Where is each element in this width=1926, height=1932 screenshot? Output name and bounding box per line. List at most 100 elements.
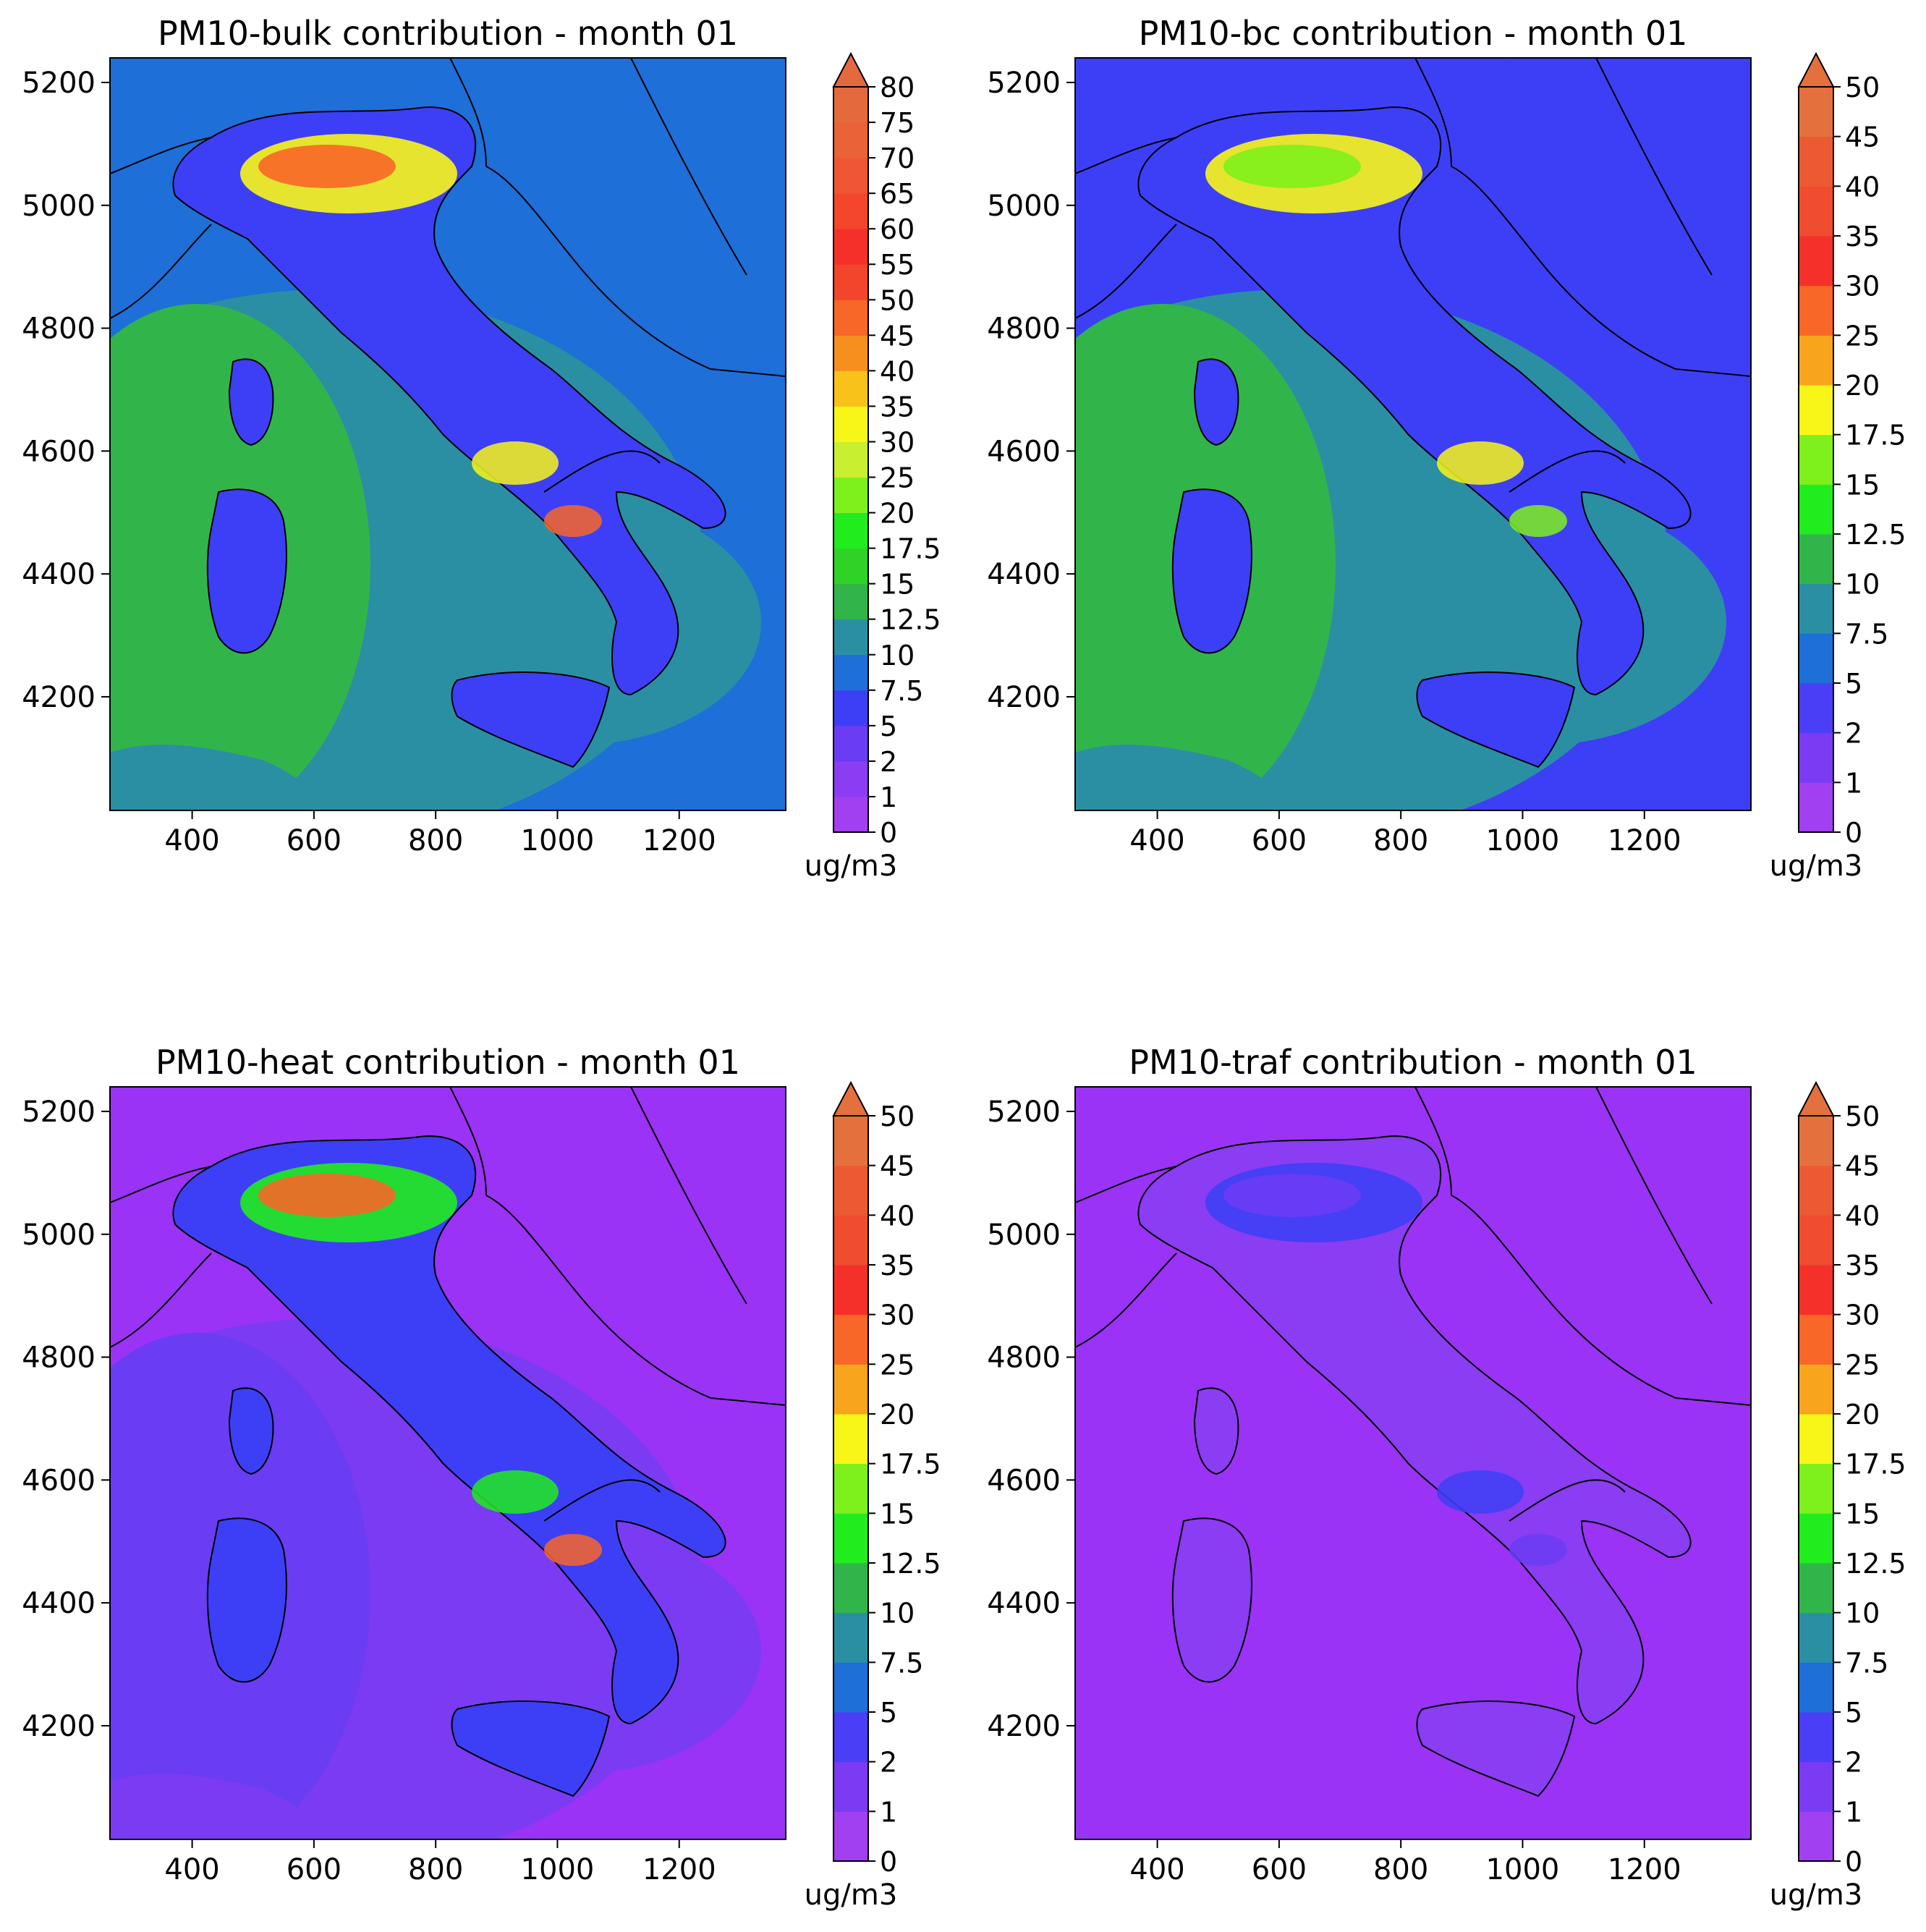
colorbar-swatch (833, 441, 868, 478)
colorbar-swatch (833, 1513, 868, 1564)
colorbar-level-label: 45 (1845, 122, 1880, 153)
colorbar-swatch (833, 122, 868, 158)
x-tick-label: 600 (1252, 824, 1307, 857)
y-tick-label: 4600 (22, 1464, 96, 1497)
colorbar-level-label: 30 (1845, 271, 1880, 302)
colorbar-swatch (833, 1612, 868, 1663)
colorbar-level-label: 7.5 (880, 675, 923, 707)
x-tick-label: 400 (1129, 824, 1184, 857)
panel-title: PM10-bc contribution - month 01 (1139, 14, 1688, 53)
colorbar-level-label: 1 (1845, 767, 1862, 799)
colorbar-swatch (1799, 186, 1833, 237)
x-tick-label: 1000 (521, 1853, 595, 1886)
colorbar-swatch (1799, 1563, 1833, 1614)
colorbar-level-label: 0 (880, 817, 897, 849)
colorbar-level-label: 50 (880, 1101, 915, 1132)
y-tick-label: 4800 (22, 1342, 96, 1375)
colorbar-unit: ug/m3 (805, 850, 898, 883)
x-tick-label: 400 (164, 824, 219, 857)
colorbar-level-label: 35 (1845, 1250, 1880, 1281)
colorbar-swatch (1799, 1612, 1833, 1663)
colorbar-swatch (1799, 1165, 1833, 1216)
colorbar-level-label: 40 (880, 355, 915, 387)
colorbar-level-label: 60 (880, 213, 915, 245)
concentration-field (110, 1087, 786, 1839)
colorbar-swatch (833, 158, 868, 194)
colorbar-swatch (1799, 236, 1833, 287)
colorbar-swatch (1799, 136, 1833, 187)
colorbar-level-label: 2 (1845, 1747, 1862, 1779)
x-tick-label: 1200 (1608, 824, 1681, 857)
colorbar-swatch (1799, 633, 1833, 684)
x-tick-label: 1000 (521, 824, 595, 857)
colorbar-swatch (833, 1165, 868, 1216)
colorbar-extend-arrow (832, 51, 870, 88)
y-tick-label: 4600 (22, 435, 96, 468)
map-frame (109, 1086, 786, 1840)
y-tick-label: 5200 (22, 1096, 96, 1129)
colorbar-extend-arrow (832, 1080, 870, 1117)
colorbar-level-label: 5 (880, 1697, 897, 1729)
colorbar-level-label: 15 (880, 569, 915, 601)
colorbar-level-label: 1 (880, 781, 897, 813)
colorbar-level-label: 45 (1845, 1151, 1880, 1182)
concentration-field (1075, 1087, 1751, 1839)
colorbar-level-label: 75 (880, 107, 915, 139)
colorbar-swatch (1799, 1364, 1833, 1415)
x-tick-label: 400 (1129, 1853, 1184, 1886)
panel-title: PM10-heat contribution - month 01 (156, 1043, 740, 1082)
x-tick-label: 1000 (1486, 1853, 1560, 1886)
y-tick-label: 4800 (987, 1342, 1061, 1375)
colorbar-level-label: 12.5 (1845, 519, 1906, 551)
colorbar-level-label: 7.5 (880, 1647, 923, 1679)
colorbar-swatch (833, 583, 868, 620)
colorbar-level-label: 0 (880, 1846, 897, 1878)
y-tick-label: 4400 (22, 558, 96, 591)
colorbar-swatch (833, 548, 868, 585)
colorbar-level-label: 55 (880, 249, 915, 281)
colorbar-level-label: 15 (1845, 1498, 1880, 1530)
colorbar-unit: ug/m3 (1770, 850, 1863, 883)
colorbar-level-label: 30 (880, 1300, 915, 1331)
colorbar-level-label: 30 (1845, 1300, 1880, 1331)
colorbar-swatch (833, 335, 868, 371)
colorbar-swatch (833, 619, 868, 656)
colorbar-swatch (833, 1563, 868, 1614)
colorbar-swatch (1799, 732, 1833, 783)
x-tick-label: 1200 (1608, 1853, 1681, 1886)
colorbar-level-label: 17.5 (1845, 420, 1906, 452)
x-tick-label: 600 (287, 824, 341, 857)
colorbar-swatch (833, 1265, 868, 1315)
y-tick-label: 5000 (22, 190, 96, 223)
y-tick-label: 5000 (987, 190, 1061, 223)
colorbar-unit: ug/m3 (1770, 1878, 1863, 1912)
x-tick-label: 800 (1373, 1853, 1428, 1886)
colorbar-level-label: 12.5 (880, 1548, 941, 1580)
colorbar-level-label: 20 (880, 1399, 915, 1431)
colorbar: 01257.51012.51517.5202530354045505560657… (805, 51, 941, 883)
colorbar-swatch (1799, 1811, 1833, 1862)
colorbar-level-label: 50 (1845, 72, 1880, 103)
y-tick-label: 4400 (987, 558, 1061, 591)
colorbar-swatch (833, 477, 868, 514)
colorbar-level-label: 25 (880, 462, 915, 494)
y-tick-label: 5200 (22, 67, 96, 100)
colorbar-level-label: 17.5 (880, 533, 941, 565)
colorbar-swatch (1799, 1712, 1833, 1763)
colorbar-swatch (833, 87, 868, 123)
colorbar-swatch (1799, 1662, 1833, 1713)
y-tick-label: 4200 (987, 1710, 1061, 1743)
colorbar-swatch (833, 1314, 868, 1365)
colorbar-swatch (833, 1116, 868, 1166)
colorbar-unit: ug/m3 (805, 1878, 898, 1912)
colorbar-level-label: 50 (1845, 1101, 1880, 1132)
y-tick-label: 4200 (987, 681, 1061, 714)
colorbar-level-label: 2 (880, 746, 897, 778)
colorbar-level-label: 12.5 (880, 604, 941, 636)
